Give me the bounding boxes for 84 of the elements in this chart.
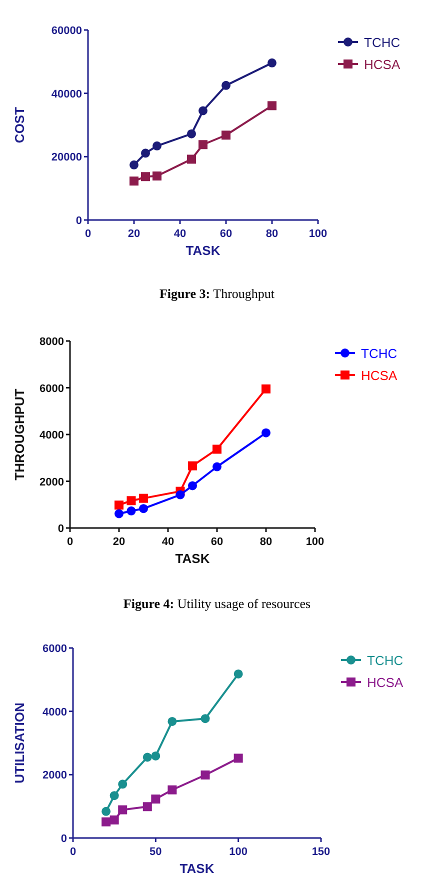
point [102, 806, 111, 816]
point [176, 490, 185, 500]
x-tick-label: 60 [210, 536, 224, 548]
y-tick-label: 2000 [42, 770, 67, 782]
y-tick-label: 6000 [42, 643, 67, 655]
point [139, 494, 148, 503]
x-axis-title: TASK [180, 861, 215, 876]
chart-title: Figure 4: Utility usage of resources [123, 596, 311, 611]
point [188, 461, 197, 470]
point [142, 752, 152, 762]
x-tick-label: 0 [84, 228, 92, 240]
y-axis-title: THROUGHPUT [12, 388, 27, 480]
x-tick-label: 20 [128, 228, 140, 240]
y-tick-label: 4000 [40, 430, 64, 442]
point [141, 148, 150, 158]
y-tick-label: 20000 [51, 152, 82, 164]
point [114, 500, 124, 510]
point [110, 791, 119, 800]
point [126, 496, 136, 506]
x-tick-label: 100 [229, 846, 248, 858]
point [110, 815, 119, 824]
point [222, 130, 230, 140]
legend-label: TCHC [361, 346, 398, 361]
y-tick-label: 0 [76, 215, 82, 227]
point [198, 106, 208, 116]
x-axis-title: TASK [186, 243, 221, 258]
y-tick-label: 4000 [42, 706, 67, 718]
point [262, 428, 270, 438]
point [268, 58, 276, 68]
legend-label: TCHC [364, 35, 400, 50]
y-tick-label: 0 [58, 523, 64, 535]
x-tick-label: 20 [112, 536, 126, 548]
point [222, 80, 230, 90]
x-tick-label: 40 [162, 536, 174, 548]
point [126, 506, 136, 516]
point [198, 140, 208, 150]
point [114, 509, 124, 518]
point [234, 754, 243, 763]
x-axis-title: TASK [175, 551, 210, 566]
y-tick-label: 60000 [51, 25, 82, 37]
point [130, 176, 138, 186]
x-tick-label: 40 [174, 228, 186, 240]
point [130, 160, 138, 170]
point [262, 384, 270, 394]
point [151, 751, 160, 760]
x-tick-label: 100 [306, 536, 324, 548]
point [168, 716, 177, 726]
point [151, 794, 160, 804]
x-tick-label: 80 [260, 536, 272, 548]
point [268, 101, 276, 110]
point [188, 481, 197, 490]
y-tick-label: 2000 [40, 476, 64, 488]
legend-label: HCSA [367, 675, 404, 690]
point [139, 504, 148, 514]
point [152, 171, 162, 180]
point [200, 770, 210, 780]
point [141, 172, 150, 182]
point [187, 154, 196, 164]
y-tick-label: 0 [60, 833, 67, 845]
point [187, 129, 196, 138]
point [118, 805, 128, 814]
y-tick-label: 6000 [40, 382, 64, 395]
x-tick-label: 150 [312, 846, 330, 858]
y-tick-label: 40000 [51, 88, 82, 100]
y-axis-title: COST [12, 106, 27, 144]
point [200, 714, 210, 724]
legend-label: HCSA [361, 368, 398, 383]
chart-title: Figure 3: Throughput [159, 286, 275, 301]
point [212, 462, 222, 472]
x-tick-label: 100 [308, 228, 328, 240]
y-axis-title: UTILISATION [12, 702, 27, 784]
legend-label: HCSA [364, 57, 400, 72]
y-tick-label: 8000 [40, 336, 64, 348]
point [102, 817, 111, 826]
point [168, 785, 177, 794]
point [212, 444, 222, 454]
x-tick-label: 60 [220, 228, 232, 240]
point [234, 669, 243, 678]
point [142, 802, 152, 812]
x-tick-label: 50 [150, 846, 162, 858]
legend-label: TCHC [367, 653, 404, 668]
x-tick-label: 80 [266, 228, 278, 240]
point [118, 780, 128, 789]
point [152, 141, 162, 150]
